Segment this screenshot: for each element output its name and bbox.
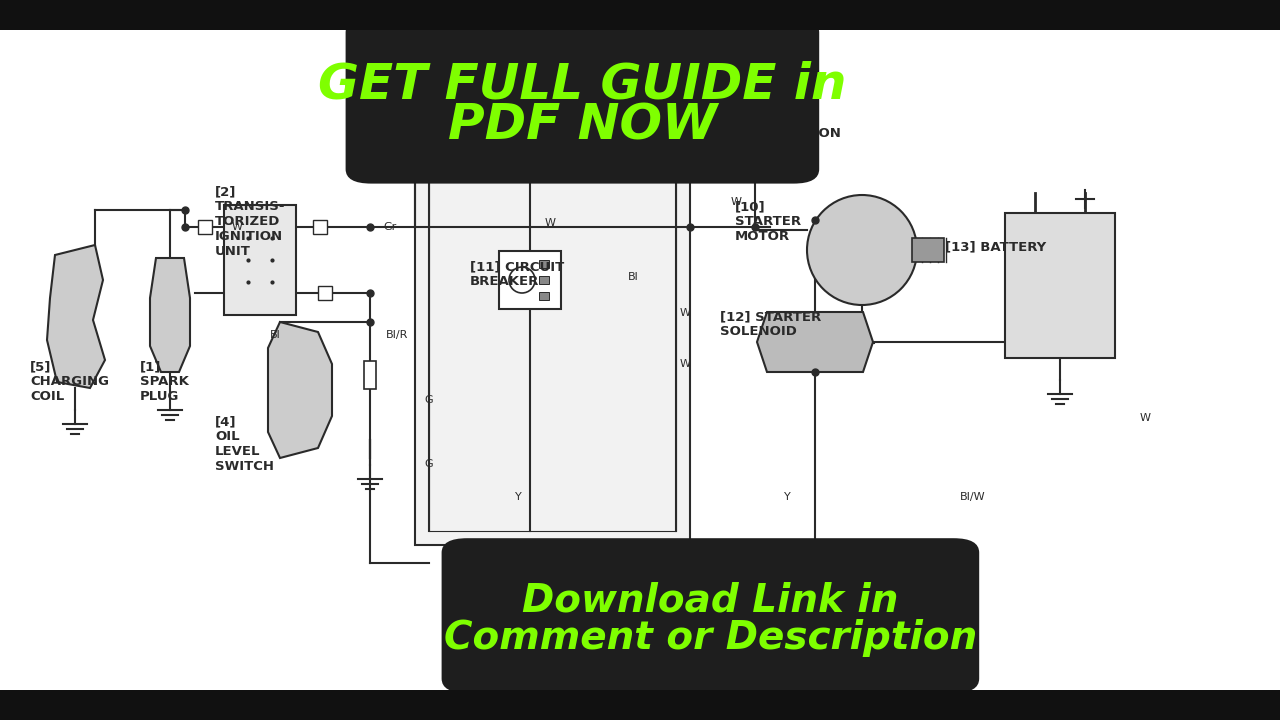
Bar	[364, 361, 376, 389]
Text: Y: Y	[515, 492, 522, 502]
Text: Y: Y	[783, 492, 791, 502]
Polygon shape	[150, 258, 189, 372]
Bar	[499, 251, 561, 309]
Text: [13] BATTERY: [13] BATTERY	[945, 240, 1046, 253]
Bar	[429, 124, 676, 531]
Text: GET FULL GUIDE in: GET FULL GUIDE in	[319, 60, 846, 109]
Bar	[314, 220, 326, 234]
Text: Bl: Bl	[628, 272, 639, 282]
Text: [11] CIRCUIT
BREAKER: [11] CIRCUIT BREAKER	[470, 260, 564, 288]
Text: W: W	[1140, 413, 1151, 423]
Polygon shape	[47, 245, 105, 388]
Text: [1]
SPARK
PLUG: [1] SPARK PLUG	[140, 360, 189, 403]
Bar	[224, 205, 296, 315]
Text: Gr: Gr	[384, 222, 397, 232]
Text: PDF NOW: PDF NOW	[448, 102, 717, 150]
Bar	[0, 0, 1280, 30]
Text: [4]
OIL
LEVEL
SWITCH: [4] OIL LEVEL SWITCH	[215, 415, 274, 473]
Polygon shape	[268, 322, 332, 458]
Bar	[539, 276, 549, 284]
Bar	[911, 238, 945, 262]
Bar	[198, 220, 212, 234]
FancyBboxPatch shape	[346, 18, 819, 184]
Text: BI/R: BI/R	[385, 330, 408, 340]
Text: [10]
STARTER
MOTOR: [10] STARTER MOTOR	[735, 200, 801, 243]
Bar	[1005, 212, 1115, 358]
Bar	[0, 690, 1280, 720]
Bar	[415, 110, 690, 545]
Bar	[539, 260, 549, 268]
Bar	[498, 116, 541, 160]
Text: W: W	[680, 308, 690, 318]
Text: REC: REC	[396, 102, 415, 112]
FancyBboxPatch shape	[442, 539, 979, 693]
Text: Bl: Bl	[270, 330, 280, 340]
Text: [5]
CHARGING
COIL: [5] CHARGING COIL	[29, 360, 109, 403]
Text: G: G	[425, 459, 433, 469]
Circle shape	[509, 267, 535, 293]
Bar	[317, 286, 332, 300]
Text: BI/W: BI/W	[960, 492, 986, 502]
Bar	[438, 116, 483, 160]
Text: W: W	[731, 197, 741, 207]
Bar	[539, 292, 549, 300]
Text: Comment or Description: Comment or Description	[444, 619, 977, 657]
Text: [12] STARTER
SOLENOID: [12] STARTER SOLENOID	[719, 310, 822, 338]
Text: Download Link in: Download Link in	[522, 582, 899, 619]
Circle shape	[806, 195, 916, 305]
Polygon shape	[756, 312, 873, 372]
Text: [9]
COMBINATION
SWITCH: [9] COMBINATION SWITCH	[735, 112, 841, 155]
Text: W: W	[545, 218, 556, 228]
Text: W: W	[232, 222, 242, 232]
Text: [2]
TRANSIS-
TORIZED
IGNITION
UNIT: [2] TRANSIS- TORIZED IGNITION UNIT	[215, 185, 285, 258]
Text: G: G	[425, 395, 433, 405]
Text: [7]: [7]	[396, 90, 415, 100]
Bar	[538, 556, 563, 570]
Text: W: W	[680, 359, 690, 369]
